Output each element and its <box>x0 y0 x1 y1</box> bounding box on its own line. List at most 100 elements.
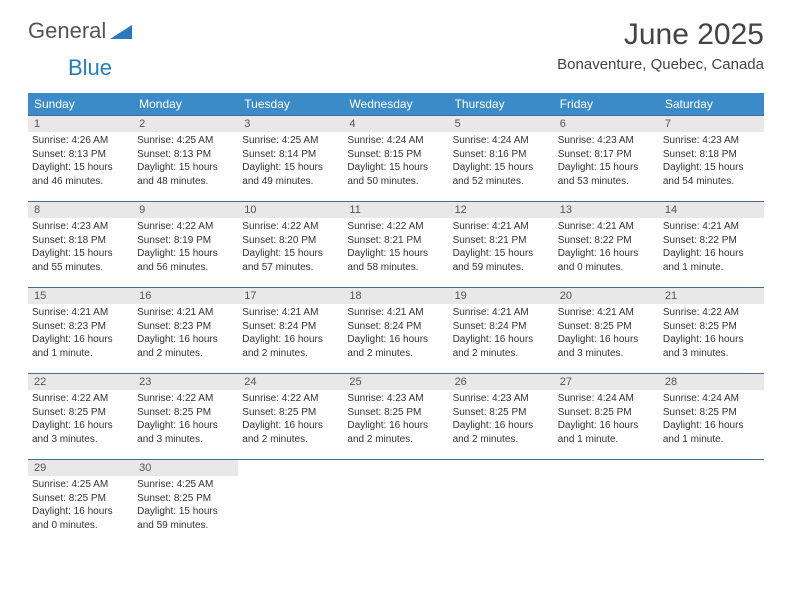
day-info: Sunrise: 4:24 AMSunset: 8:25 PMDaylight:… <box>554 390 659 448</box>
daylight-line2: and 3 minutes. <box>32 433 129 447</box>
sunset: Sunset: 8:25 PM <box>453 406 550 420</box>
sunrise: Sunrise: 4:22 AM <box>137 392 234 406</box>
day-info: Sunrise: 4:25 AMSunset: 8:25 PMDaylight:… <box>28 476 133 534</box>
daylight-line1: Daylight: 15 hours <box>242 247 339 261</box>
sunset: Sunset: 8:18 PM <box>663 148 760 162</box>
day-cell: 29Sunrise: 4:25 AMSunset: 8:25 PMDayligh… <box>28 460 133 546</box>
sunset: Sunset: 8:25 PM <box>137 406 234 420</box>
sunset: Sunset: 8:25 PM <box>663 406 760 420</box>
daylight-line1: Daylight: 15 hours <box>137 161 234 175</box>
day-cell: 11Sunrise: 4:22 AMSunset: 8:21 PMDayligh… <box>343 202 448 288</box>
sunrise: Sunrise: 4:25 AM <box>137 478 234 492</box>
day-number: 28 <box>659 374 764 390</box>
sunrise: Sunrise: 4:25 AM <box>32 478 129 492</box>
day-number: 19 <box>449 288 554 304</box>
day-cell: 28Sunrise: 4:24 AMSunset: 8:25 PMDayligh… <box>659 374 764 460</box>
daylight-line2: and 3 minutes. <box>558 347 655 361</box>
daylight-line1: Daylight: 16 hours <box>453 333 550 347</box>
calendar-row: 29Sunrise: 4:25 AMSunset: 8:25 PMDayligh… <box>28 460 764 546</box>
calendar-row: 1Sunrise: 4:26 AMSunset: 8:13 PMDaylight… <box>28 116 764 202</box>
day-cell: 15Sunrise: 4:21 AMSunset: 8:23 PMDayligh… <box>28 288 133 374</box>
day-info: Sunrise: 4:24 AMSunset: 8:25 PMDaylight:… <box>659 390 764 448</box>
daylight-line2: and 3 minutes. <box>137 433 234 447</box>
day-cell: 27Sunrise: 4:24 AMSunset: 8:25 PMDayligh… <box>554 374 659 460</box>
day-info: Sunrise: 4:25 AMSunset: 8:25 PMDaylight:… <box>133 476 238 534</box>
empty-cell <box>238 460 343 546</box>
sunset: Sunset: 8:25 PM <box>558 406 655 420</box>
sunset: Sunset: 8:25 PM <box>663 320 760 334</box>
day-cell: 3Sunrise: 4:25 AMSunset: 8:14 PMDaylight… <box>238 116 343 202</box>
day-info: Sunrise: 4:23 AMSunset: 8:25 PMDaylight:… <box>343 390 448 448</box>
sunset: Sunset: 8:25 PM <box>242 406 339 420</box>
day-cell: 21Sunrise: 4:22 AMSunset: 8:25 PMDayligh… <box>659 288 764 374</box>
brand-part2-wrap: Blue <box>68 55 792 81</box>
daylight-line1: Daylight: 15 hours <box>347 161 444 175</box>
day-info: Sunrise: 4:22 AMSunset: 8:20 PMDaylight:… <box>238 218 343 276</box>
daylight-line2: and 57 minutes. <box>242 261 339 275</box>
calendar-body: 1Sunrise: 4:26 AMSunset: 8:13 PMDaylight… <box>28 116 764 546</box>
sunrise: Sunrise: 4:21 AM <box>242 306 339 320</box>
sunrise: Sunrise: 4:21 AM <box>32 306 129 320</box>
day-cell: 16Sunrise: 4:21 AMSunset: 8:23 PMDayligh… <box>133 288 238 374</box>
empty-cell <box>659 460 764 546</box>
day-cell: 18Sunrise: 4:21 AMSunset: 8:24 PMDayligh… <box>343 288 448 374</box>
sunset: Sunset: 8:25 PM <box>32 406 129 420</box>
daylight-line1: Daylight: 16 hours <box>242 333 339 347</box>
day-number: 14 <box>659 202 764 218</box>
day-cell: 6Sunrise: 4:23 AMSunset: 8:17 PMDaylight… <box>554 116 659 202</box>
calendar-row: 22Sunrise: 4:22 AMSunset: 8:25 PMDayligh… <box>28 374 764 460</box>
daylight-line1: Daylight: 16 hours <box>558 419 655 433</box>
daylight-line2: and 1 minute. <box>663 261 760 275</box>
daylight-line2: and 1 minute. <box>663 433 760 447</box>
day-cell: 9Sunrise: 4:22 AMSunset: 8:19 PMDaylight… <box>133 202 238 288</box>
sunrise: Sunrise: 4:21 AM <box>558 306 655 320</box>
day-cell: 25Sunrise: 4:23 AMSunset: 8:25 PMDayligh… <box>343 374 448 460</box>
day-number: 2 <box>133 116 238 132</box>
daylight-line1: Daylight: 16 hours <box>663 419 760 433</box>
sunrise: Sunrise: 4:22 AM <box>242 392 339 406</box>
daylight-line2: and 1 minute. <box>32 347 129 361</box>
daylight-line1: Daylight: 16 hours <box>32 419 129 433</box>
day-number: 23 <box>133 374 238 390</box>
day-number: 15 <box>28 288 133 304</box>
weekday-header: Monday <box>133 93 238 116</box>
daylight-line2: and 2 minutes. <box>242 433 339 447</box>
day-number: 20 <box>554 288 659 304</box>
day-info: Sunrise: 4:25 AMSunset: 8:13 PMDaylight:… <box>133 132 238 190</box>
day-cell: 24Sunrise: 4:22 AMSunset: 8:25 PMDayligh… <box>238 374 343 460</box>
day-number: 10 <box>238 202 343 218</box>
daylight-line2: and 55 minutes. <box>32 261 129 275</box>
daylight-line1: Daylight: 16 hours <box>663 247 760 261</box>
day-info: Sunrise: 4:22 AMSunset: 8:25 PMDaylight:… <box>659 304 764 362</box>
daylight-line2: and 48 minutes. <box>137 175 234 189</box>
day-info: Sunrise: 4:21 AMSunset: 8:22 PMDaylight:… <box>554 218 659 276</box>
day-cell: 8Sunrise: 4:23 AMSunset: 8:18 PMDaylight… <box>28 202 133 288</box>
daylight-line1: Daylight: 15 hours <box>453 247 550 261</box>
day-cell: 26Sunrise: 4:23 AMSunset: 8:25 PMDayligh… <box>449 374 554 460</box>
day-cell: 7Sunrise: 4:23 AMSunset: 8:18 PMDaylight… <box>659 116 764 202</box>
day-info: Sunrise: 4:21 AMSunset: 8:24 PMDaylight:… <box>449 304 554 362</box>
daylight-line2: and 50 minutes. <box>347 175 444 189</box>
sunset: Sunset: 8:21 PM <box>453 234 550 248</box>
daylight-line1: Daylight: 15 hours <box>663 161 760 175</box>
sunrise: Sunrise: 4:22 AM <box>242 220 339 234</box>
sunrise: Sunrise: 4:26 AM <box>32 134 129 148</box>
sunset: Sunset: 8:22 PM <box>663 234 760 248</box>
daylight-line1: Daylight: 15 hours <box>347 247 444 261</box>
day-number: 1 <box>28 116 133 132</box>
weekday-header: Wednesday <box>343 93 448 116</box>
sunrise: Sunrise: 4:21 AM <box>453 220 550 234</box>
sunset: Sunset: 8:19 PM <box>137 234 234 248</box>
sunset: Sunset: 8:24 PM <box>347 320 444 334</box>
daylight-line1: Daylight: 16 hours <box>347 333 444 347</box>
day-number: 5 <box>449 116 554 132</box>
daylight-line2: and 59 minutes. <box>137 519 234 533</box>
daylight-line1: Daylight: 15 hours <box>558 161 655 175</box>
day-info: Sunrise: 4:21 AMSunset: 8:24 PMDaylight:… <box>238 304 343 362</box>
day-cell: 4Sunrise: 4:24 AMSunset: 8:15 PMDaylight… <box>343 116 448 202</box>
daylight-line2: and 49 minutes. <box>242 175 339 189</box>
sunrise: Sunrise: 4:24 AM <box>558 392 655 406</box>
sunset: Sunset: 8:15 PM <box>347 148 444 162</box>
daylight-line1: Daylight: 16 hours <box>663 333 760 347</box>
sunrise: Sunrise: 4:22 AM <box>137 220 234 234</box>
